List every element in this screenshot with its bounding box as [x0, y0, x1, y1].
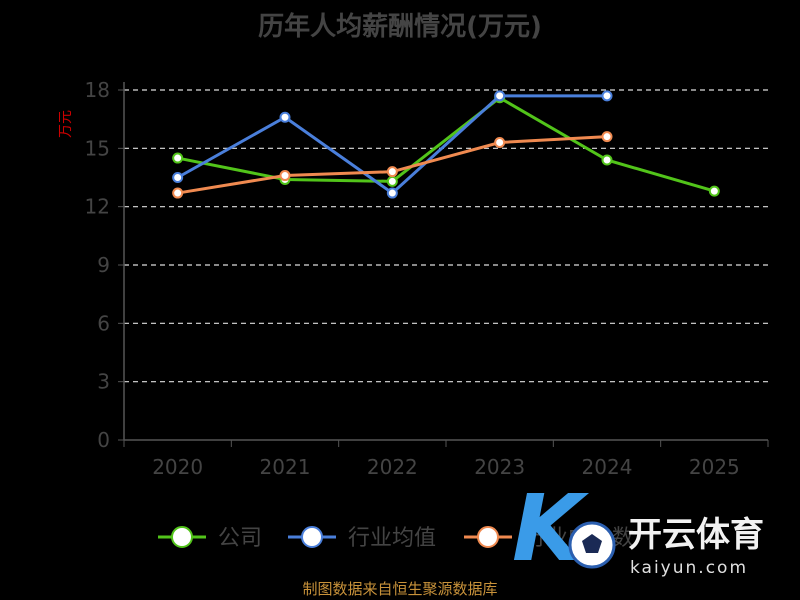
- y-tick-label: 3: [97, 370, 110, 394]
- data-point[interactable]: [601, 131, 613, 143]
- x-tick-label: 2020: [152, 455, 203, 479]
- chart-title: 历年人均薪酬情况(万元): [258, 12, 542, 42]
- series-line: [177, 95, 715, 193]
- x-tick-labels: 2020 2021 2022 2023 2024 2025: [152, 455, 740, 479]
- legend-label: 行业均值: [348, 526, 436, 551]
- data-point[interactable]: [386, 187, 398, 199]
- grid-lines: [118, 89, 768, 441]
- data-point[interactable]: [279, 170, 291, 182]
- axes: [123, 82, 769, 447]
- watermark-brand: 开云体育: [628, 515, 764, 555]
- data-point[interactable]: [601, 154, 613, 166]
- data-point[interactable]: [386, 166, 398, 178]
- y-tick-label: 6: [97, 311, 110, 335]
- soccer-ball-patch: [582, 534, 602, 553]
- x-tick-label: 2023: [474, 455, 525, 479]
- y-tick-label: 15: [85, 136, 110, 160]
- legend-label: 公司: [218, 526, 262, 551]
- legend-marker: [171, 526, 193, 548]
- x-tick-label: 2025: [689, 455, 740, 479]
- x-tick-label: 2024: [582, 455, 633, 479]
- series-0: [172, 92, 720, 197]
- series-1: [172, 90, 613, 199]
- x-tick-label: 2022: [367, 455, 418, 479]
- legend-marker: [477, 526, 499, 548]
- series-2: [172, 131, 613, 199]
- y-tick-labels: 0 3 6 9 12 15 18: [85, 78, 110, 452]
- legend-item[interactable]: 公司: [158, 526, 262, 551]
- data-point[interactable]: [172, 187, 184, 199]
- y-tick-label: 18: [85, 78, 110, 102]
- x-tick-label: 2021: [260, 455, 311, 479]
- data-point[interactable]: [279, 111, 291, 123]
- data-point[interactable]: [494, 137, 506, 148]
- data-point[interactable]: [172, 172, 184, 183]
- data-point[interactable]: [494, 90, 506, 102]
- data-point[interactable]: [601, 90, 613, 102]
- data-point[interactable]: [172, 152, 184, 164]
- data-point[interactable]: [386, 175, 398, 187]
- source-note: 制图数据来自恒生聚源数据库: [302, 580, 498, 598]
- y-axis-label: 万元: [58, 110, 74, 138]
- watermark-url: kaiyun.com: [630, 558, 748, 578]
- legend-item[interactable]: 行业均值: [288, 526, 436, 551]
- y-tick-label: 0: [97, 428, 110, 452]
- data-point[interactable]: [708, 185, 720, 197]
- legend-marker: [301, 526, 323, 548]
- y-tick-label: 9: [97, 253, 110, 277]
- y-tick-label: 12: [85, 195, 110, 219]
- series-group: [172, 90, 720, 199]
